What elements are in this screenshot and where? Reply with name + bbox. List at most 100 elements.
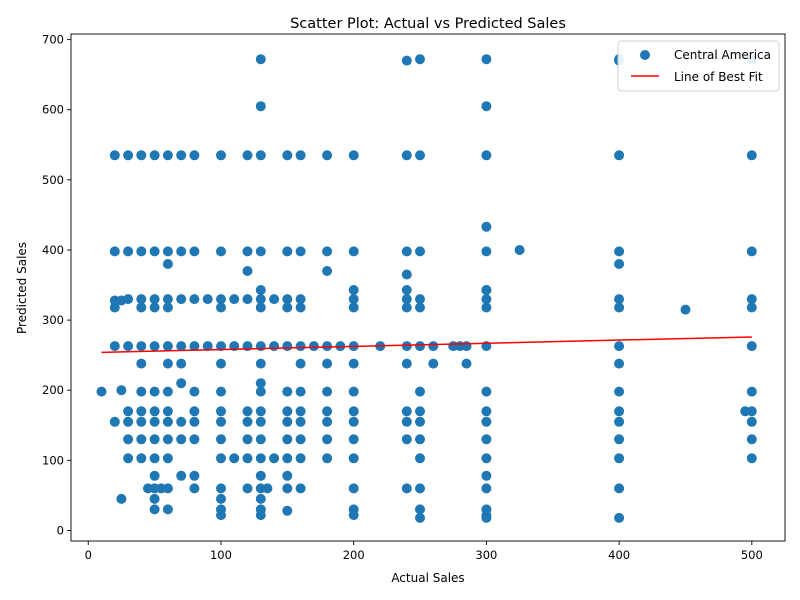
data-point xyxy=(255,510,266,521)
data-point xyxy=(308,341,319,352)
data-point xyxy=(401,285,412,295)
data-point xyxy=(746,386,757,397)
data-point xyxy=(255,341,266,352)
data-point xyxy=(348,406,359,417)
data-point xyxy=(216,294,226,305)
data-point xyxy=(96,386,107,397)
legend-box xyxy=(617,40,780,92)
data-point xyxy=(746,246,757,257)
data-point xyxy=(514,245,525,255)
data-point xyxy=(229,294,240,305)
data-point xyxy=(123,453,134,464)
data-point xyxy=(415,294,425,305)
data-point xyxy=(162,434,173,445)
data-point xyxy=(322,246,333,257)
data-point xyxy=(116,493,127,504)
y-axis-label: Predicted Sales xyxy=(15,242,29,334)
data-point xyxy=(149,406,160,417)
data-point xyxy=(322,434,333,445)
data-point xyxy=(162,406,173,417)
legend-label-best-fit: Line of Best Fit xyxy=(674,70,763,84)
data-point xyxy=(614,483,625,494)
data-point xyxy=(614,434,625,445)
y-tick-label: 100 xyxy=(42,453,64,467)
data-point xyxy=(162,358,173,369)
data-point xyxy=(189,386,200,397)
x-tick-label: 200 xyxy=(343,548,365,562)
data-point xyxy=(136,434,147,445)
data-point xyxy=(415,302,425,313)
data-point xyxy=(401,416,412,427)
data-point xyxy=(282,302,293,313)
y-axis-ticks: 0 100 200 300 400 500 600 700 xyxy=(42,33,71,537)
data-point xyxy=(162,302,173,313)
data-point xyxy=(255,246,266,257)
x-tick-label: 100 xyxy=(210,548,232,562)
data-point xyxy=(415,416,425,427)
data-point xyxy=(295,341,306,352)
data-point xyxy=(348,294,359,305)
data-point xyxy=(348,483,359,494)
data-point xyxy=(255,406,266,417)
data-point xyxy=(614,416,625,427)
data-point xyxy=(401,483,412,494)
data-point xyxy=(282,453,293,464)
data-point xyxy=(348,358,359,369)
data-point xyxy=(189,150,200,161)
data-point xyxy=(255,416,266,427)
data-point xyxy=(348,386,359,397)
data-point xyxy=(109,150,120,161)
data-point xyxy=(242,483,253,494)
data-point xyxy=(481,150,492,161)
data-point xyxy=(481,453,492,464)
data-point xyxy=(109,341,120,352)
data-point xyxy=(216,246,226,257)
data-point xyxy=(322,358,333,369)
data-point xyxy=(282,416,293,427)
y-tick-label: 300 xyxy=(42,313,64,327)
data-point xyxy=(481,512,492,523)
data-point xyxy=(746,406,757,417)
data-point xyxy=(136,302,147,313)
legend-label-central-america: Central America xyxy=(674,48,771,62)
data-point xyxy=(136,406,147,417)
data-point xyxy=(746,341,757,352)
data-point xyxy=(216,483,226,494)
data-point xyxy=(401,341,412,352)
data-point xyxy=(162,259,173,269)
data-point xyxy=(348,285,359,295)
data-point xyxy=(255,453,266,464)
data-point xyxy=(295,434,306,445)
x-tick-label: 500 xyxy=(741,548,763,562)
plot-frame xyxy=(70,33,786,542)
data-point xyxy=(189,470,200,481)
data-point xyxy=(614,386,625,397)
data-point xyxy=(295,358,306,369)
data-point xyxy=(415,504,425,515)
data-point xyxy=(242,294,253,305)
data-point xyxy=(614,302,625,313)
data-point xyxy=(255,294,266,305)
data-point xyxy=(322,406,333,417)
data-point xyxy=(176,341,187,352)
data-point xyxy=(176,378,187,389)
data-point xyxy=(614,294,625,305)
data-point xyxy=(401,406,412,417)
plot-background xyxy=(71,34,785,541)
data-point xyxy=(116,385,127,396)
data-point xyxy=(216,453,226,464)
data-point xyxy=(149,434,160,445)
data-point xyxy=(123,341,134,352)
data-point xyxy=(428,358,439,369)
data-point xyxy=(614,406,625,417)
data-point xyxy=(746,302,757,313)
data-point xyxy=(189,416,200,427)
data-point xyxy=(614,358,625,369)
data-point xyxy=(149,504,160,515)
y-tick-label: 0 xyxy=(57,523,64,537)
data-point xyxy=(229,453,240,464)
data-point xyxy=(149,150,160,161)
data-point xyxy=(255,378,266,389)
data-point xyxy=(415,341,425,352)
data-point xyxy=(242,150,253,161)
